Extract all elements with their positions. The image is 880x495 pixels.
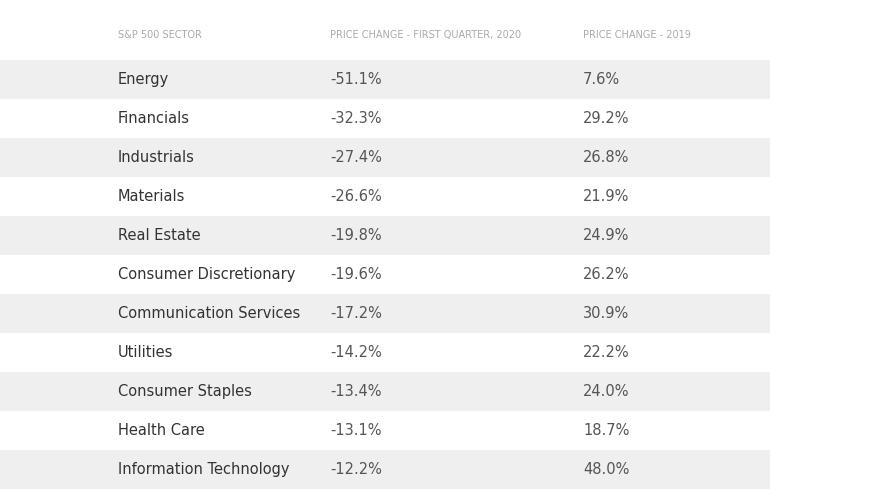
Bar: [0, 255, 770, 294]
Bar: [0, 294, 770, 333]
Text: -14.2%: -14.2%: [330, 345, 382, 360]
Text: Consumer Discretionary: Consumer Discretionary: [118, 267, 296, 282]
Bar: [0, 411, 770, 450]
Bar: [0, 60, 770, 99]
Text: Energy: Energy: [118, 72, 169, 87]
Text: -32.3%: -32.3%: [330, 111, 382, 126]
Bar: [0, 450, 770, 489]
Text: -13.4%: -13.4%: [330, 384, 382, 399]
Bar: [0, 177, 770, 216]
Text: -26.6%: -26.6%: [330, 189, 382, 204]
Bar: [0, 216, 770, 255]
Text: Consumer Staples: Consumer Staples: [118, 384, 252, 399]
Text: PRICE CHANGE - 2019: PRICE CHANGE - 2019: [583, 30, 691, 40]
Text: 18.7%: 18.7%: [583, 423, 629, 438]
Text: 24.9%: 24.9%: [583, 228, 629, 243]
Text: 26.2%: 26.2%: [583, 267, 629, 282]
Text: S&P 500 SECTOR: S&P 500 SECTOR: [118, 30, 202, 40]
Text: 29.2%: 29.2%: [583, 111, 629, 126]
Bar: [0, 333, 770, 372]
Bar: [0, 372, 770, 411]
Text: 26.8%: 26.8%: [583, 150, 629, 165]
Text: 48.0%: 48.0%: [583, 462, 629, 477]
Text: 22.2%: 22.2%: [583, 345, 629, 360]
Text: 7.6%: 7.6%: [583, 72, 620, 87]
Text: -12.2%: -12.2%: [330, 462, 382, 477]
Text: Utilities: Utilities: [118, 345, 173, 360]
Text: Communication Services: Communication Services: [118, 306, 300, 321]
Text: PRICE CHANGE - FIRST QUARTER, 2020: PRICE CHANGE - FIRST QUARTER, 2020: [330, 30, 521, 40]
Text: Materials: Materials: [118, 189, 186, 204]
Text: Industrials: Industrials: [118, 150, 194, 165]
Text: Health Care: Health Care: [118, 423, 205, 438]
Text: 21.9%: 21.9%: [583, 189, 629, 204]
Text: Real Estate: Real Estate: [118, 228, 201, 243]
Bar: [0, 138, 770, 177]
Text: Financials: Financials: [118, 111, 190, 126]
Text: -51.1%: -51.1%: [330, 72, 382, 87]
Text: -13.1%: -13.1%: [330, 423, 382, 438]
Text: -27.4%: -27.4%: [330, 150, 382, 165]
Text: 24.0%: 24.0%: [583, 384, 629, 399]
Bar: [0, 99, 770, 138]
Text: -19.6%: -19.6%: [330, 267, 382, 282]
Text: -19.8%: -19.8%: [330, 228, 382, 243]
Text: -17.2%: -17.2%: [330, 306, 382, 321]
Text: 30.9%: 30.9%: [583, 306, 629, 321]
Text: Information Technology: Information Technology: [118, 462, 290, 477]
